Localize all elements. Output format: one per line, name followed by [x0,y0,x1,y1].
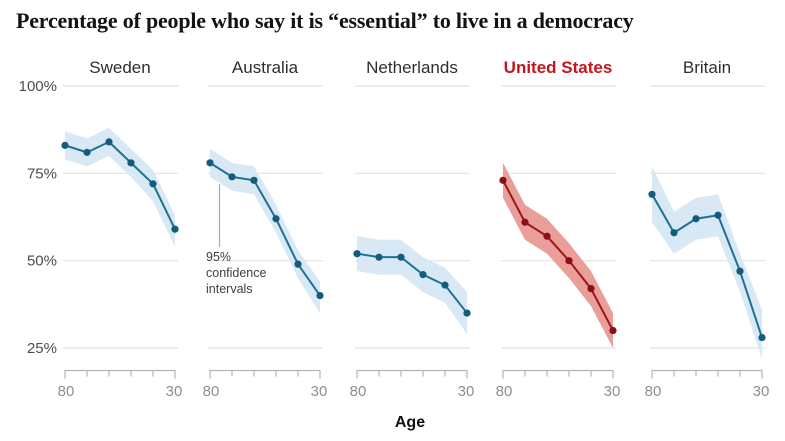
x-axis-label-30: 30 [753,383,770,400]
x-axis [64,369,176,379]
dot-united-states-age-60 [543,232,551,240]
dot-sweden-age-30 [171,225,179,233]
panel-britain: 80 30 Britain [645,58,770,400]
dot-sweden-age-60 [105,138,113,146]
panel-sweden: 80 30 Sweden [58,58,183,400]
dot-netherlands-age-50 [419,271,427,279]
x-axis [209,369,321,379]
dot-united-states-age-50 [565,257,573,265]
x-axis-label-30: 30 [458,383,475,400]
panel-title-australia: Australia [232,58,299,77]
panel-united-states: 80 30 United States [496,58,621,400]
panel-title-netherlands: Netherlands [366,58,458,77]
y-axis-tick-label: 75% [27,165,57,182]
dot-britain-age-60 [692,215,700,223]
dot-australia-age-70 [228,173,236,181]
dot-netherlands-age-70 [375,253,383,261]
dot-sweden-age-40 [149,180,157,188]
ci-annotation: 95% confidence intervals [206,184,267,296]
dot-australia-age-30 [316,291,324,300]
dot-netherlands-age-60 [397,253,405,261]
dot-united-states-age-80 [499,176,507,184]
y-axis-tick-label: 25% [27,340,57,357]
y-axis-labels: 100% 75% 50% 25% [19,78,57,357]
line-britain [651,193,763,338]
annotation-text-line: 95% [206,250,231,264]
x-axis [356,369,468,379]
dot-australia-age-60 [250,176,258,184]
dot-sweden-age-70 [83,148,91,156]
x-axis-label-30: 30 [166,383,183,400]
x-axis-label-80: 80 [58,383,75,400]
chart-title: Percentage of people who say it is “esse… [16,8,634,33]
line-australia [209,162,321,297]
y-axis-tick-label: 100% [19,78,57,95]
dot-britain-age-80 [648,190,656,198]
line-united-states [502,179,614,331]
x-axis [502,369,614,379]
x-axis [651,369,763,379]
line-sweden [64,140,176,230]
dot-australia-age-80 [206,159,214,167]
ci-band-netherlands [357,236,467,335]
x-axis-label-80: 80 [350,383,367,400]
dot-britain-age-70 [670,229,678,237]
x-axis-label-80: 80 [645,383,662,400]
panel-netherlands: 80 30 Netherlands [350,58,475,400]
panel-australia: 80 30 Australia [203,58,328,400]
dot-australia-age-50 [272,215,280,223]
panel-title-britain: Britain [683,58,731,77]
dot-netherlands-age-30 [463,309,471,317]
dot-united-states-age-30 [609,326,617,335]
panel-title-sweden: Sweden [89,58,150,77]
annotation-text-line: intervals [206,282,253,296]
dot-netherlands-age-40 [441,281,449,289]
x-axis-label-30: 30 [311,383,328,400]
annotation-text-line: confidence [206,266,267,280]
dot-united-states-age-70 [521,218,529,226]
line-netherlands [356,252,468,314]
ci-band-britain [652,166,762,359]
ci-band-sweden [65,127,175,247]
x-axis-label-30: 30 [604,383,621,400]
dot-britain-age-30 [758,333,766,342]
x-axis-label-80: 80 [496,383,513,400]
x-axis-title-age: Age [395,414,425,431]
dot-australia-age-40 [294,260,302,268]
dot-sweden-age-50 [127,159,135,167]
ci-band-australia [210,148,320,314]
ci-band-united-states [503,162,613,348]
dot-britain-age-50 [714,211,722,219]
dot-britain-age-40 [736,267,744,275]
y-axis-tick-label: 50% [27,253,57,270]
panel-title-united-states: United States [504,58,613,77]
x-axis-label-80: 80 [203,383,220,400]
dot-sweden-age-80 [61,141,69,149]
dot-united-states-age-40 [587,285,595,293]
dot-netherlands-age-80 [353,250,361,258]
